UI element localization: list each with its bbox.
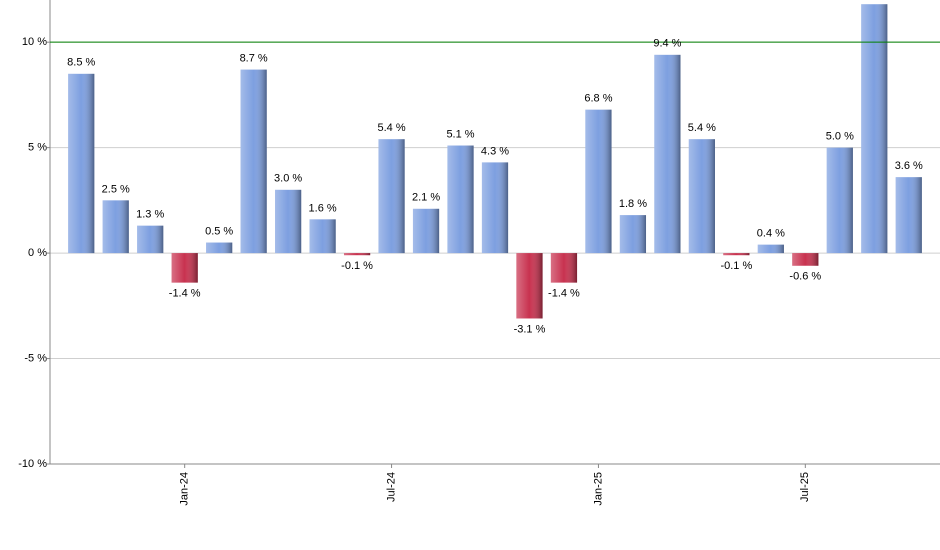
bars <box>68 4 922 319</box>
value-label: 6.8 % <box>584 93 612 105</box>
bar-shade <box>240 69 267 254</box>
y-tick-label: -5 % <box>24 352 47 364</box>
value-label: 0.4 % <box>757 228 785 240</box>
bar-shade <box>550 253 578 283</box>
bar-shade <box>723 253 750 256</box>
bar-shade <box>137 225 164 254</box>
bar-shade <box>619 215 647 254</box>
value-label: 1.3 % <box>136 209 164 221</box>
value-label: -3.1 % <box>514 323 546 335</box>
value-label: -1.4 % <box>169 288 201 300</box>
value-label: -0.1 % <box>341 260 373 272</box>
bar-shade <box>895 177 922 254</box>
value-label: 1.8 % <box>619 198 647 210</box>
x-tick-label: Jul-24 <box>385 472 397 502</box>
y-tick-label: 5 % <box>28 142 47 154</box>
bar-shade <box>688 139 715 254</box>
value-label: 4.3 % <box>481 145 509 157</box>
y-tick-label: 10 % <box>22 36 47 48</box>
bar-shade <box>826 147 853 254</box>
value-label: 5.1 % <box>446 128 474 140</box>
bar-shade <box>654 54 681 254</box>
bar-shade <box>309 219 336 254</box>
bar-shade <box>171 253 198 283</box>
value-label: -1.4 % <box>548 288 580 300</box>
value-label: 5.0 % <box>826 131 854 143</box>
value-label: 2.5 % <box>102 183 130 195</box>
y-tick-label: 0 % <box>28 247 47 259</box>
bar-shade <box>585 109 612 254</box>
y-tick-label: -10 % <box>18 458 47 470</box>
value-label: 3.0 % <box>274 173 302 185</box>
bar-shade <box>792 253 819 266</box>
bar-shade <box>447 145 474 254</box>
value-label: 0.5 % <box>205 225 233 237</box>
value-label: 5.4 % <box>377 122 405 134</box>
value-label: 8.5 % <box>67 57 95 69</box>
bar-shade <box>343 253 371 256</box>
x-tick-label: Jan-24 <box>179 472 191 506</box>
value-label: 3.6 % <box>895 160 923 172</box>
bar-shade <box>481 162 509 254</box>
bar-shade <box>68 73 95 254</box>
value-label: 1.6 % <box>309 202 337 214</box>
value-label: -0.6 % <box>789 271 821 283</box>
bar-shade <box>861 4 888 254</box>
bar-shade <box>412 208 440 254</box>
value-label: 5.4 % <box>688 122 716 134</box>
bar-shade <box>102 200 129 254</box>
value-label: 9.4 % <box>653 38 681 50</box>
bar-shade <box>757 244 784 254</box>
bar-shade <box>516 253 543 319</box>
value-label: 2.1 % <box>412 192 440 204</box>
x-tick-label: Jan-25 <box>592 472 604 506</box>
bar-shade <box>206 242 233 254</box>
bar-shade <box>378 139 405 254</box>
bar-shade <box>275 189 302 254</box>
value-label: -0.1 % <box>720 260 752 272</box>
x-tick-label: Jul-25 <box>799 472 811 502</box>
value-label: 8.7 % <box>240 53 268 65</box>
